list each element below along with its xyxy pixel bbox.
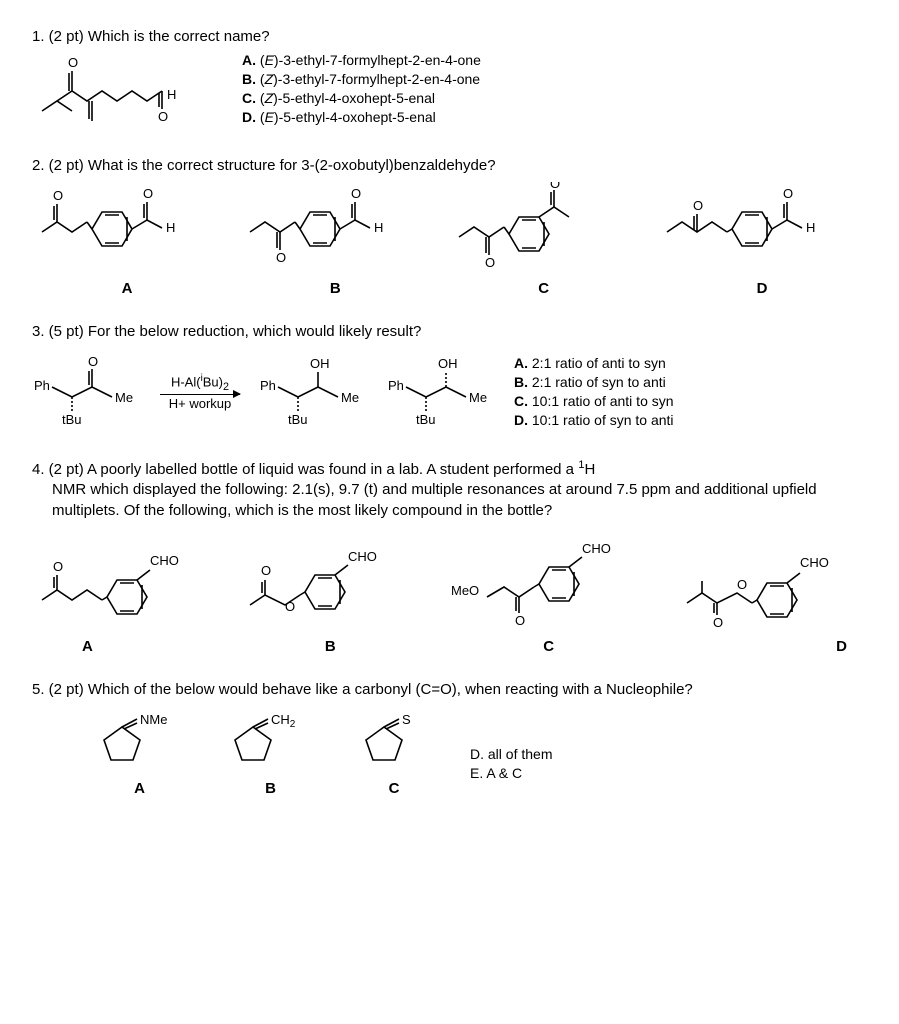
q1-prompt: 1. (2 pt) Which is the correct name? — [32, 28, 867, 45]
svg-text:O: O — [485, 255, 495, 270]
svg-text:O: O — [515, 613, 525, 628]
svg-text:Me: Me — [469, 390, 487, 405]
svg-text:O: O — [737, 577, 747, 592]
svg-text:tBu: tBu — [416, 412, 436, 427]
svg-text:Ph: Ph — [34, 378, 50, 393]
svg-text:O: O — [53, 559, 63, 574]
q3-opt-a: A. 2:1 ratio of anti to syn — [514, 354, 674, 373]
svg-text:NMe: NMe — [140, 712, 167, 727]
q2-label-b: B — [330, 280, 341, 297]
q5-label-b: B — [265, 780, 276, 797]
svg-text:CHO: CHO — [800, 555, 829, 570]
svg-text:CHO: CHO — [348, 549, 377, 564]
q4-label-c: C — [543, 638, 554, 655]
question-1: 1. (2 pt) Which is the correct name? O H… — [32, 28, 867, 131]
svg-text:O: O — [261, 563, 271, 578]
q2-prompt: 2. (2 pt) What is the correct structure … — [32, 157, 867, 174]
q5-option-c: S C — [354, 712, 434, 797]
question-4: 4. (2 pt) A poorly labelled bottle of li… — [32, 458, 867, 655]
q5-label-a: A — [134, 780, 145, 797]
q2-option-c: O O C — [449, 182, 639, 297]
svg-text:tBu: tBu — [62, 412, 82, 427]
q4-label-a: A — [82, 638, 93, 655]
q2-option-d: O O H D — [657, 182, 867, 297]
svg-text:O: O — [783, 186, 793, 201]
q3-opt-c: C. 10:1 ratio of anti to syn — [514, 392, 674, 411]
q3-reagent-bottom: H+ workup — [169, 396, 232, 411]
q1-opt-d: D. (E)-5-ethyl-4-oxohept-5-enal — [242, 108, 481, 127]
q5-opt-e: E. A & C — [470, 764, 552, 783]
q3-start: Ph O Me tBu — [32, 352, 142, 432]
svg-text:CH2: CH2 — [271, 712, 296, 730]
q3-prod2: Ph OH Me tBu — [386, 352, 496, 432]
svg-text:O: O — [713, 615, 723, 630]
q1-opt-b: B. (Z)-3-ethyl-7-formylhept-2-en-4-one — [242, 70, 481, 89]
svg-text:Me: Me — [341, 390, 359, 405]
svg-text:tBu: tBu — [288, 412, 308, 427]
q2-label-a: A — [122, 280, 133, 297]
svg-text:O: O — [88, 354, 98, 369]
svg-text:CHO: CHO — [150, 553, 179, 568]
svg-text:OH: OH — [310, 356, 330, 371]
q1-opt-c: C. (Z)-5-ethyl-4-oxohept-5-enal — [242, 89, 481, 108]
q4-label-b: B — [325, 638, 336, 655]
question-5: 5. (2 pt) Which of the below would behav… — [32, 681, 867, 797]
svg-text:O: O — [53, 188, 63, 203]
svg-text:O: O — [693, 198, 703, 213]
q2-option-a: O O H A — [32, 182, 222, 297]
q5-option-a: NMe A — [92, 712, 187, 797]
q4-option-d: O O CHO D — [677, 535, 867, 655]
q5-opt-d: D. all of them — [470, 745, 552, 764]
svg-text:O: O — [351, 186, 361, 201]
q5-option-b: CH2 B — [223, 712, 318, 797]
svg-text:H: H — [806, 220, 815, 235]
q5-prompt: 5. (2 pt) Which of the below would behav… — [32, 681, 867, 698]
svg-text:H: H — [167, 87, 176, 102]
svg-text:O: O — [550, 182, 560, 191]
svg-text:H: H — [374, 220, 383, 235]
question-2: 2. (2 pt) What is the correct structure … — [32, 157, 867, 297]
svg-text:O: O — [285, 599, 295, 614]
svg-text:O: O — [158, 109, 168, 124]
q3-opt-d: D. 10:1 ratio of syn to anti — [514, 411, 674, 430]
q2-label-c: C — [538, 280, 549, 297]
q4-option-a: O CHO A — [32, 535, 212, 655]
q1-structure: O H O — [32, 51, 222, 131]
svg-text:OH: OH — [438, 356, 458, 371]
q4-label-d: D — [836, 638, 847, 655]
svg-text:Ph: Ph — [260, 378, 276, 393]
svg-text:Ph: Ph — [388, 378, 404, 393]
svg-text:O: O — [143, 186, 153, 201]
svg-text:CHO: CHO — [582, 541, 611, 556]
q5-label-c: C — [389, 780, 400, 797]
q4-option-b: O O CHO B — [240, 535, 420, 655]
q3-arrow: H-Al(iBu)2 H+ workup — [160, 373, 240, 411]
q3-reagent-top: H-Al(iBu)2 — [171, 373, 229, 393]
svg-text:MeO: MeO — [451, 583, 479, 598]
question-3: 3. (5 pt) For the below reduction, which… — [32, 323, 867, 432]
q2-label-d: D — [757, 280, 768, 297]
q2-option-b: O O H B — [240, 182, 430, 297]
svg-text:Me: Me — [115, 390, 133, 405]
q1-options: A. (E)-3-ethyl-7-formylhept-2-en-4-one B… — [242, 51, 481, 127]
q3-opt-b: B. 2:1 ratio of syn to anti — [514, 373, 674, 392]
q3-prompt: 3. (5 pt) For the below reduction, which… — [32, 323, 867, 340]
q4-prompt: 4. (2 pt) A poorly labelled bottle of li… — [32, 458, 867, 521]
q3-prod1: Ph OH Me tBu — [258, 352, 368, 432]
svg-text:O: O — [276, 250, 286, 265]
q1-opt-a: A. (E)-3-ethyl-7-formylhept-2-en-4-one — [242, 51, 481, 70]
q3-options: A. 2:1 ratio of anti to syn B. 2:1 ratio… — [514, 354, 674, 430]
q4-option-c: MeO O CHO C — [449, 535, 649, 655]
svg-text:H: H — [166, 220, 175, 235]
svg-text:O: O — [68, 55, 78, 70]
svg-text:S: S — [402, 712, 411, 727]
q5-options: D. all of them E. A & C — [470, 745, 552, 783]
